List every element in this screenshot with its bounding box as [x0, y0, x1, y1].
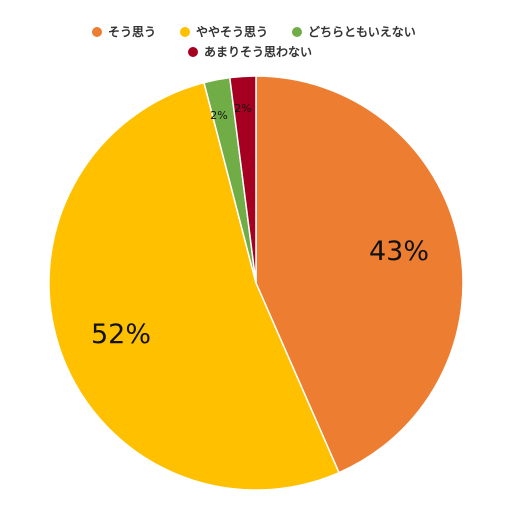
legend-marker-3 — [292, 27, 302, 37]
data-label-2: 52% — [91, 319, 151, 350]
legend: そう思う ややそう思う どちらともいえない あまりそう思わない — [92, 25, 416, 59]
legend-item-1: そう思う — [92, 25, 156, 39]
legend-marker-1 — [92, 27, 102, 37]
pie-slice-2 — [48, 81, 340, 491]
data-label-4: 2% — [234, 102, 251, 115]
legend-label-4: あまりそう思わない — [204, 45, 312, 59]
data-label-1: 43% — [369, 236, 429, 267]
legend-item-4: あまりそう思わない — [188, 45, 312, 59]
legend-item-2: ややそう思う — [180, 25, 268, 39]
legend-item-3: どちらともいえない — [292, 25, 416, 39]
legend-marker-4 — [188, 47, 198, 57]
data-label-3: 2% — [210, 109, 227, 122]
pie-slice-1 — [255, 75, 464, 474]
legend-label-2: ややそう思う — [196, 25, 268, 39]
legend-marker-2 — [180, 27, 190, 37]
pie-slice-4 — [228, 75, 257, 284]
legend-label-1: そう思う — [108, 25, 156, 39]
legend-label-3: どちらともいえない — [308, 25, 416, 39]
